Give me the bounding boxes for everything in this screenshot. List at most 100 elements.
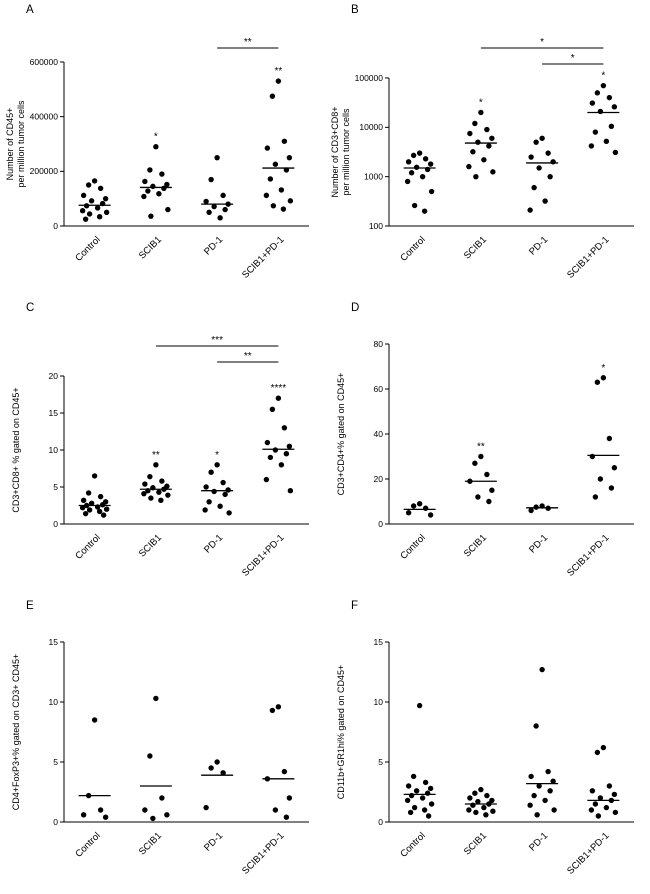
data-point [527, 802, 533, 808]
y-tick-label: 60 [374, 384, 384, 394]
data-point [428, 801, 435, 807]
data-point [489, 797, 495, 804]
y-axis-label: CD3+CD8+ % gated on CD45+ [11, 387, 21, 512]
data-point [85, 490, 92, 496]
data-point [102, 195, 109, 202]
data-point [611, 465, 618, 471]
data-point [80, 812, 87, 818]
y-tick-label: 0 [53, 817, 58, 827]
x-tick-label: SCIB1 [137, 830, 164, 857]
sig-bracket-label: ** [244, 351, 252, 362]
panel-letter-b: B [351, 4, 359, 16]
data-point [419, 173, 426, 180]
data-point [600, 375, 607, 381]
data-point [547, 788, 553, 794]
data-point [211, 203, 217, 210]
data-point [91, 178, 98, 184]
data-point [470, 802, 476, 808]
sig-label: ** [274, 66, 282, 77]
data-point [486, 143, 492, 149]
data-point [272, 161, 279, 167]
data-point [478, 786, 484, 793]
x-tick-label: SCIB1 [462, 532, 489, 559]
data-point [275, 78, 282, 84]
data-point [85, 182, 92, 188]
data-point [159, 478, 165, 484]
sig-label: ** [152, 450, 160, 461]
data-point [416, 702, 423, 709]
x-tick-label: SCIB1+PD-1 [240, 234, 286, 280]
data-point [147, 167, 153, 173]
y-tick-label: 1000 [364, 171, 383, 181]
data-point [88, 500, 95, 506]
data-point [413, 164, 420, 170]
data-point [597, 476, 604, 482]
data-point [416, 501, 423, 507]
sig-bracket-label: ** [244, 37, 252, 48]
data-point [153, 695, 159, 702]
x-tick-label: SCIB1 [137, 234, 164, 261]
data-point [141, 193, 147, 200]
panel-letter-d: D [351, 302, 360, 314]
data-point [214, 759, 220, 765]
x-tick-label: Control [73, 234, 102, 263]
x-tick-label: SCIB1 [462, 234, 489, 261]
sig-label: * [479, 97, 483, 108]
x-tick-label: SCIB1+PD-1 [240, 532, 286, 578]
data-point [408, 170, 415, 176]
data-point [608, 123, 615, 129]
data-point [145, 188, 151, 194]
x-tick-label: SCIB1 [462, 830, 489, 857]
data-point [150, 815, 156, 822]
data-point [419, 795, 426, 801]
data-point [272, 447, 279, 453]
data-point [79, 207, 86, 214]
data-point [404, 797, 411, 804]
data-point [550, 778, 556, 784]
data-point [484, 792, 490, 799]
data-point [103, 506, 110, 512]
data-point [88, 198, 95, 204]
data-point [594, 749, 601, 756]
data-point [208, 469, 214, 475]
data-point [142, 178, 148, 185]
data-point [425, 813, 432, 819]
data-point [148, 495, 154, 501]
data-point [467, 130, 473, 137]
data-point [267, 176, 274, 182]
data-point [97, 807, 104, 813]
data-point [283, 814, 290, 820]
sig-label: * [601, 71, 605, 82]
data-point [141, 490, 147, 497]
data-point [528, 507, 534, 514]
x-tick-label: Control [73, 830, 102, 859]
sig-bracket-label: * [540, 37, 544, 48]
data-point [405, 783, 412, 789]
y-axis-label: per million tumor cells [341, 108, 351, 196]
x-tick-label: SCIB1+PD-1 [565, 234, 611, 280]
data-point [79, 505, 86, 511]
data-point [142, 481, 148, 487]
data-point [600, 744, 607, 751]
y-tick-label: 10 [49, 697, 59, 707]
data-point [286, 154, 293, 161]
data-point [612, 149, 619, 156]
data-point [489, 135, 495, 141]
data-point [611, 104, 618, 110]
y-tick-label: 10 [374, 697, 384, 707]
data-point [97, 185, 104, 191]
data-point [408, 792, 415, 799]
data-point [161, 185, 167, 191]
data-point [533, 504, 539, 510]
y-axis-label: Number of CD3+CD8+ [330, 106, 340, 197]
data-point [550, 159, 556, 165]
data-point [478, 453, 484, 460]
y-tick-label: 15 [374, 637, 384, 647]
panel-b-chart: 100 1000 10000 100000 Number of CD3+CD8+ per … [330, 37, 634, 281]
data-point [475, 494, 481, 500]
data-point [153, 144, 159, 150]
data-point [272, 807, 279, 813]
data-point [159, 795, 165, 801]
data-point [606, 783, 613, 789]
data-point [203, 804, 209, 811]
